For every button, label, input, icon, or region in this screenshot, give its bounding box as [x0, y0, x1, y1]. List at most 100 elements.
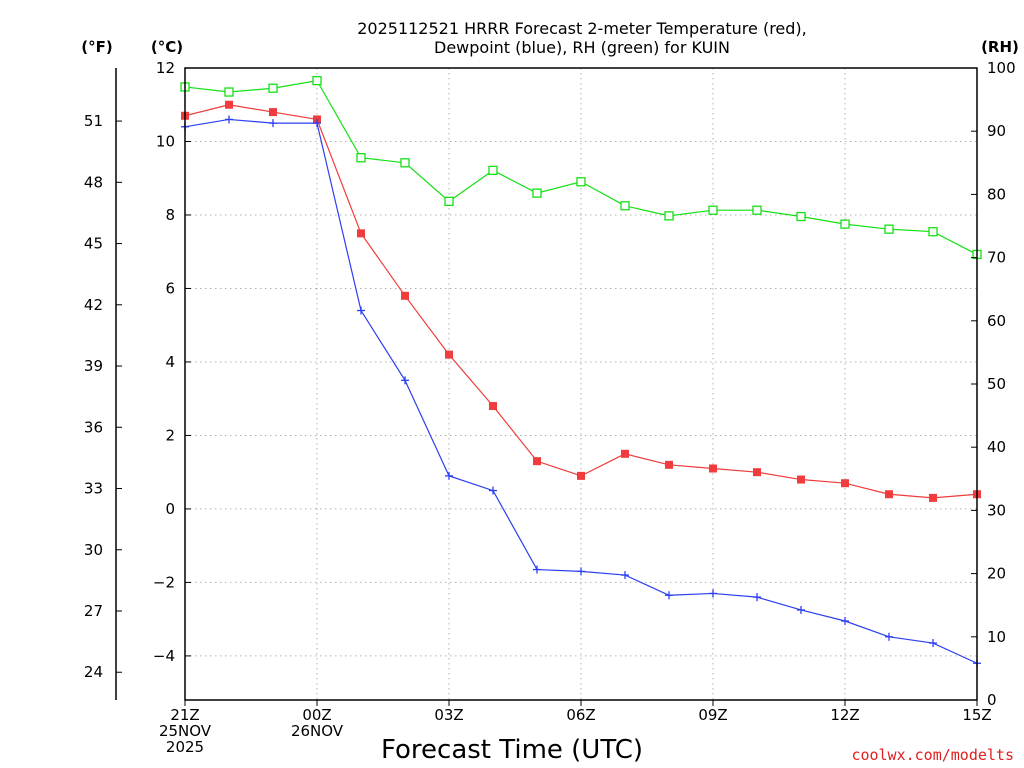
- dewpoint-point: [357, 306, 365, 315]
- grid-lines: [185, 67, 977, 700]
- fahrenheit-tick-label: 48: [84, 173, 103, 191]
- rh-point: [752, 205, 762, 215]
- fahrenheit-tick-label: 51: [84, 112, 103, 130]
- x-axis-title: Forecast Time (UTC): [381, 735, 643, 765]
- rh-point: [928, 227, 938, 237]
- celsius-tick-label: 10: [156, 132, 175, 150]
- rh-tick-label: 40: [987, 438, 1006, 456]
- rh-tick-label: 100: [987, 59, 1016, 77]
- x-tick-label: 25NOV: [159, 722, 212, 740]
- fahrenheit-tick-label: 24: [84, 663, 103, 681]
- celsius-tick-label: 8: [165, 206, 175, 224]
- dewpoint-point: [401, 376, 409, 385]
- rh-point: [840, 219, 850, 229]
- dewpoint-point: [489, 486, 497, 495]
- dewpoint-point: [445, 471, 453, 480]
- dewpoint-point: [841, 617, 849, 625]
- fahrenheit-tick-label: 39: [84, 357, 103, 375]
- 2-meter-temperature-point: [489, 402, 497, 411]
- dewpoint-point: [709, 589, 717, 598]
- rh-point: [576, 177, 586, 187]
- fahrenheit-tick-label: 42: [84, 296, 103, 314]
- dewpoint-point: [621, 571, 629, 580]
- rh-tick-label: 60: [987, 312, 1006, 330]
- rh-tick-label: 50: [987, 375, 1006, 393]
- celsius-tick-label: −2: [153, 573, 175, 591]
- rh-point: [708, 205, 718, 215]
- rh-point: [356, 153, 366, 163]
- 2-meter-temperature-point: [665, 460, 673, 469]
- x-tick-label: 03Z: [434, 706, 463, 724]
- rh-point: [312, 75, 322, 86]
- 2-meter-temperature-point: [621, 449, 629, 458]
- rh-tick-label: 30: [987, 501, 1006, 519]
- 2-meter-temperature-point: [357, 229, 365, 238]
- rh-tick-label: 90: [987, 122, 1006, 140]
- 2-meter-temperature-point: [269, 108, 277, 117]
- celsius-tick-label: 6: [165, 279, 175, 297]
- rh-point: [664, 211, 674, 221]
- 2-meter-temperature-point: [929, 493, 937, 502]
- x-tick-label: 15Z: [962, 706, 991, 724]
- x-tick-label: 06Z: [566, 706, 595, 724]
- rh-point: [620, 201, 630, 211]
- fahrenheit-tick-label: 30: [84, 541, 103, 559]
- fahrenheit-tick-label: 36: [84, 418, 103, 436]
- dewpoint-point: [313, 119, 321, 128]
- 2-meter-temperature-point: [577, 471, 585, 480]
- rh-point: [224, 87, 234, 97]
- x-tick-label: 26NOV: [291, 722, 344, 740]
- dewpoint-point: [225, 115, 233, 124]
- x-tick-label: 09Z: [698, 706, 727, 724]
- rh-point: [488, 165, 498, 176]
- chart-title-line-1: 2025112521 HRRR Forecast 2-meter Tempera…: [357, 19, 807, 38]
- rh-tick-label: 0: [987, 691, 997, 709]
- rh-point: [268, 83, 278, 93]
- fahrenheit-tick-label: 27: [84, 602, 103, 620]
- dewpoint-point: [665, 591, 673, 600]
- 2-meter-temperature-point: [841, 479, 849, 488]
- fahrenheit-tick-label: 33: [84, 480, 103, 498]
- series-layer: [180, 75, 982, 668]
- celsius-tick-label: 4: [165, 353, 175, 371]
- 2-meter-temperature-point: [533, 457, 541, 466]
- dewpoint-point: [269, 119, 277, 128]
- fahrenheit-unit-label: (°F): [81, 38, 112, 56]
- 2-meter-temperature-point: [753, 468, 761, 477]
- 2-meter-temperature-point: [225, 100, 233, 109]
- rh-point: [796, 211, 806, 222]
- celsius-tick-label: 2: [165, 426, 175, 444]
- rh-tick-label: 10: [987, 628, 1006, 646]
- x-tick-label: 2025: [166, 738, 204, 756]
- rh-tick-label: 20: [987, 565, 1006, 583]
- chart-title-line-2: Dewpoint (blue), RH (green) for KUIN: [434, 38, 730, 57]
- dewpoint-point: [577, 567, 585, 576]
- rh-point: [444, 196, 454, 207]
- celsius-unit-label: (°C): [151, 38, 183, 56]
- x-tick-label: 21Z: [170, 706, 199, 724]
- credit-text: coolwx.com/modelts: [851, 746, 1014, 764]
- dewpoint-point: [753, 593, 761, 602]
- dewpoint-point: [533, 565, 541, 574]
- 2-meter-temperature-point: [445, 350, 453, 359]
- 2-meter-temperature-point: [401, 291, 409, 300]
- rh-unit-label: (RH): [981, 38, 1019, 56]
- celsius-tick-label: 0: [165, 500, 175, 518]
- rh-point: [884, 224, 894, 234]
- fahrenheit-tick-label: 45: [84, 235, 103, 253]
- rh-tick-label: 80: [987, 185, 1006, 203]
- celsius-tick-label: −4: [153, 647, 175, 665]
- 2-meter-temperature-point: [709, 464, 717, 473]
- 2-meter-temperature-point: [797, 475, 805, 484]
- rh-tick-label: 70: [987, 249, 1006, 267]
- x-tick-label: 12Z: [830, 706, 859, 724]
- rh-point: [532, 188, 542, 198]
- dewpoint-point: [885, 632, 893, 641]
- rh-point: [400, 158, 410, 168]
- x-tick-label: 00Z: [302, 706, 331, 724]
- celsius-tick-label: 12: [156, 59, 175, 77]
- 2-meter-temperature-point: [885, 490, 893, 499]
- dewpoint-point: [797, 605, 805, 614]
